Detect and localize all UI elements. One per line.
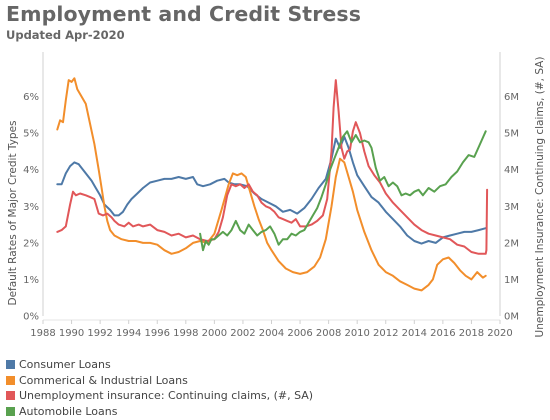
left-tick-label: 5% <box>23 129 39 140</box>
right-tick-label: 6M <box>504 92 519 103</box>
chart-title: Employment and Credit Stress <box>6 2 362 26</box>
left-tick-label: 0% <box>23 312 39 323</box>
series-line-4 <box>199 130 487 252</box>
legend-label: Automobile Loans <box>19 404 118 418</box>
x-tick-label: 2000 <box>202 328 227 339</box>
x-tick-label: 2016 <box>430 328 455 339</box>
x-tick-label: 1992 <box>87 328 112 339</box>
left-tick-label: 1% <box>23 275 39 286</box>
legend-item: Consumer Loans <box>6 357 313 373</box>
x-axis-ticks: 1988 1990 1992 1994 1996 1998 2000 2002 2004 2006… <box>30 320 513 339</box>
x-tick-label: 2018 <box>459 328 484 339</box>
x-tick-label: 1990 <box>59 328 84 339</box>
x-tick-label: 2010 <box>344 328 369 339</box>
x-tick-label: 2002 <box>230 328 255 339</box>
legend-label: Commerical & Industrial Loans <box>19 373 188 387</box>
left-tick-label: 4% <box>23 165 39 176</box>
x-tick-label: 2014 <box>402 328 427 339</box>
x-tick-label: 2004 <box>259 328 284 339</box>
legend-item: Automobile Loans <box>6 404 313 420</box>
series-line-3 <box>56 79 489 255</box>
right-tick-label: 1M <box>504 275 519 286</box>
legend-label: Unemployment insurance: Continuing claim… <box>19 389 314 403</box>
legend-swatch <box>6 391 15 401</box>
left-axis-ticks: 0% 1% 2% 3% 4% 5% 6% <box>23 92 39 322</box>
x-tick-label: 2006 <box>287 328 312 339</box>
left-tick-label: 3% <box>23 202 39 213</box>
series-line-2 <box>56 77 487 292</box>
legend-swatch <box>6 360 15 370</box>
right-tick-label: 2M <box>504 238 519 249</box>
x-tick-label: 2020 <box>487 328 512 339</box>
right-tick-label: 3M <box>504 202 519 213</box>
right-tick-label: 5M <box>504 129 519 140</box>
chart-subtitle: Updated Apr-2020 <box>6 28 125 42</box>
x-tick-label: 1996 <box>145 328 170 339</box>
legend-item: Commerical & Industrial Loans <box>6 373 313 389</box>
left-tick-label: 6% <box>23 92 39 103</box>
x-tick-label: 1988 <box>30 328 55 339</box>
right-tick-label: 4M <box>504 165 519 176</box>
legend-swatch <box>6 406 15 416</box>
left-axis-title: Default Rates of Major Credit Types <box>7 120 19 305</box>
legend-item: Unemployment insurance: Continuing claim… <box>6 388 313 404</box>
right-tick-label: 0M <box>504 312 519 323</box>
x-tick-label: 2012 <box>373 328 398 339</box>
left-tick-label: 2% <box>23 238 39 249</box>
x-tick-label: 2008 <box>316 328 341 339</box>
right-axis-title: Unemployment Insurance: Continuing claim… <box>534 57 546 338</box>
x-tick-label: 1998 <box>173 328 198 339</box>
legend-label: Consumer Loans <box>19 358 111 372</box>
right-axis-ticks: 0M 1M 2M 3M 4M 5M 6M <box>504 92 519 322</box>
x-tick-label: 1994 <box>116 328 141 339</box>
legend-swatch <box>6 375 15 385</box>
series-lines <box>56 77 489 292</box>
legend: Consumer Loans Commerical & Industrial Lo… <box>6 357 313 419</box>
